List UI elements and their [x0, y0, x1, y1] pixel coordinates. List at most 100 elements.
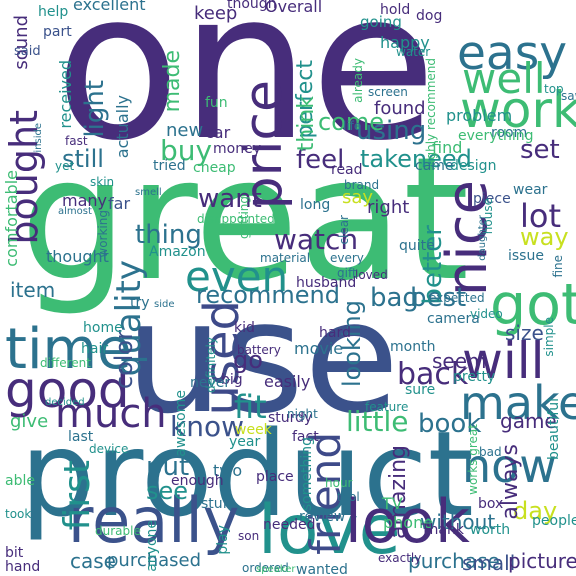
word-design: design	[450, 158, 497, 174]
word-sure: sure	[405, 382, 436, 398]
word-back: back	[397, 357, 469, 392]
word-speaker: speaker	[256, 564, 296, 575]
word-part: part	[43, 24, 72, 40]
word-will: will	[462, 332, 545, 390]
word-come: come	[318, 108, 385, 136]
word-color: color	[110, 330, 138, 390]
word-amazon: Amazon	[149, 244, 206, 260]
word-disappointed: disappointed	[197, 212, 275, 226]
word-week: week	[235, 422, 272, 438]
word-husband: husband	[296, 275, 357, 291]
word-though: though	[227, 0, 277, 12]
word-hand: hand	[5, 559, 41, 575]
word-got: got	[490, 272, 576, 338]
word-screen: screen	[368, 85, 408, 99]
word-day: day	[513, 497, 558, 525]
word-different: different	[40, 356, 91, 370]
word-son: son	[238, 529, 260, 543]
word-long: long	[300, 197, 331, 213]
word-using: using	[356, 116, 427, 146]
word-good: good	[5, 361, 130, 419]
word-feel: feel	[296, 145, 345, 175]
word-camera: camera	[427, 311, 480, 327]
word-overall: Overall	[265, 0, 323, 16]
word-sturdy: sturdy	[268, 410, 313, 426]
word-keep: keep	[194, 3, 238, 24]
word-feature: feature	[365, 400, 409, 414]
word-problem: problem	[446, 106, 513, 125]
word-every: every	[330, 251, 364, 265]
word-highly-recommend: highly recommend	[424, 58, 438, 171]
word-well: well	[462, 54, 546, 103]
word-easy: easy	[457, 26, 568, 81]
word-actually: actually	[113, 95, 132, 159]
word-something: something	[299, 437, 315, 512]
word-place: place	[256, 469, 294, 485]
word-time: time	[5, 317, 132, 382]
word-buy: buy	[160, 134, 213, 167]
word-small: small	[462, 551, 516, 575]
word-want: want	[198, 184, 262, 214]
word-far: far	[108, 194, 131, 213]
word-try: try	[130, 295, 150, 311]
word-think: think	[294, 96, 319, 152]
word-phone: phone	[383, 513, 434, 532]
word-stuff: stuff	[201, 496, 233, 512]
word-takeneed: takeneed	[360, 145, 472, 173]
word-loved: loved	[355, 268, 388, 282]
word-video: video	[470, 307, 503, 321]
word-watch: watch	[274, 223, 359, 256]
word-see: see	[146, 477, 189, 505]
word-hold: hold	[380, 2, 411, 18]
word-even: even	[185, 252, 289, 301]
word-wanted: wanted	[296, 562, 348, 576]
word-help: help	[38, 4, 69, 20]
word-light: light	[80, 80, 110, 138]
word-best: best	[410, 283, 467, 313]
word-gift: gift	[337, 266, 357, 280]
word-working: working	[96, 210, 110, 258]
word-new: new	[166, 120, 204, 141]
word-getting: getting	[237, 196, 251, 239]
word-make: make	[460, 376, 576, 430]
word-look: look	[345, 487, 470, 557]
word-inside: inside	[33, 123, 44, 153]
word-received: received	[56, 60, 75, 129]
word-quite: quite	[399, 238, 435, 254]
word-give: give	[10, 411, 49, 432]
word-play: play	[215, 525, 231, 555]
word-know: know	[170, 410, 244, 443]
word-love: love	[258, 491, 401, 570]
word-purchase: purchase	[408, 549, 500, 573]
word-bad: bad	[479, 445, 502, 459]
word-dog: dog	[416, 8, 443, 24]
word-year: year	[229, 434, 261, 450]
word-home: home	[83, 320, 123, 336]
word-durable: durable	[95, 524, 141, 538]
word-thank: Thank	[421, 522, 464, 538]
word-anyone: anyone	[144, 520, 160, 572]
word-cheap: cheap	[193, 160, 236, 176]
word-set: set	[520, 135, 560, 165]
word-seem: seem	[432, 349, 487, 373]
word-first: first	[57, 460, 98, 531]
word-movie: movie	[294, 339, 344, 358]
word-clear: clear	[337, 215, 351, 245]
word-right: right	[367, 197, 410, 218]
word-fun: fun	[205, 95, 228, 111]
word-almost: almost	[58, 206, 92, 217]
word-water: water	[396, 45, 431, 59]
word-game: game	[500, 409, 557, 433]
word-life: life	[343, 119, 362, 133]
word-people: people	[532, 513, 576, 529]
word-able: able	[5, 473, 35, 489]
word-item: item	[10, 278, 56, 302]
word-tried: tried	[153, 158, 186, 174]
word-comfortable: comfortable	[2, 170, 21, 267]
word-money: money	[213, 141, 261, 157]
word-hair: hair	[81, 341, 109, 357]
word-fine: fine	[551, 255, 565, 278]
word-great: great	[20, 121, 470, 319]
word-size: size	[505, 321, 544, 345]
